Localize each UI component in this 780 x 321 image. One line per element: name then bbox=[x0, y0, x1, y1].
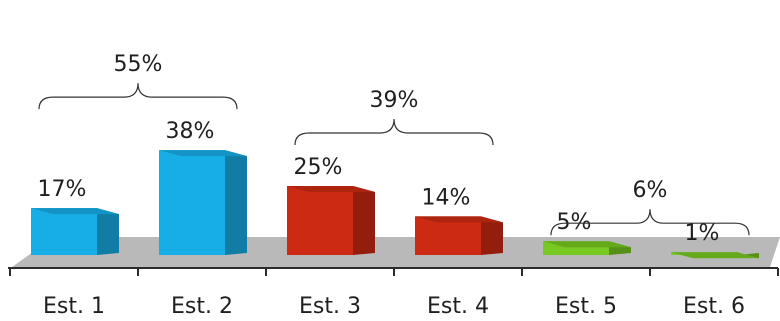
value-label: 1% bbox=[685, 221, 720, 246]
value-label: 14% bbox=[422, 185, 471, 210]
category-label: Est. 3 bbox=[299, 294, 361, 319]
bars bbox=[31, 150, 759, 259]
value-label: 38% bbox=[166, 119, 215, 144]
group-total-label: 55% bbox=[114, 52, 163, 77]
bar-top bbox=[159, 150, 247, 157]
category-label: Est. 1 bbox=[43, 294, 105, 319]
bracket-line bbox=[294, 118, 494, 146]
group-total-label: 39% bbox=[370, 88, 419, 113]
bar-front bbox=[415, 216, 481, 255]
bar-side bbox=[481, 216, 503, 255]
bar-side bbox=[225, 150, 247, 255]
bar-3 bbox=[287, 186, 375, 255]
bar-5 bbox=[543, 241, 631, 255]
category-label: Est. 5 bbox=[555, 294, 617, 319]
category-label: Est. 2 bbox=[171, 294, 233, 319]
bracket-line bbox=[38, 83, 238, 110]
category-label: Est. 4 bbox=[427, 294, 489, 319]
bar-front bbox=[159, 150, 225, 255]
bar-4 bbox=[415, 216, 503, 255]
value-label: 25% bbox=[294, 155, 343, 180]
bracket-line bbox=[550, 209, 750, 236]
bar-side bbox=[97, 208, 119, 255]
bar-top bbox=[31, 208, 119, 215]
x-axis: Est. 1 Est. 2 Est. 3 Est. 4 Est. 5 Est. 6 bbox=[8, 267, 779, 319]
value-label: 17% bbox=[38, 177, 87, 202]
group-bracket-3: 6% bbox=[550, 178, 750, 236]
category-label: Est. 6 bbox=[683, 294, 745, 319]
bar-front bbox=[287, 186, 353, 255]
bar-6 bbox=[671, 252, 759, 259]
bar-top bbox=[415, 216, 503, 223]
group-bracket-2: 39% bbox=[294, 88, 494, 146]
bar-top bbox=[543, 241, 631, 248]
bar-1 bbox=[31, 208, 119, 255]
floor-plane bbox=[12, 237, 780, 267]
bar-side bbox=[353, 186, 375, 255]
bar-2 bbox=[159, 150, 247, 255]
value-labels: 17%38%25%14%5% 1% bbox=[38, 119, 720, 246]
bar-top bbox=[671, 252, 759, 259]
group-bracket-1: 55% bbox=[38, 52, 238, 110]
bar-front bbox=[31, 208, 97, 255]
group-brackets: 55% 39% 6% bbox=[38, 52, 750, 236]
chart-floor bbox=[12, 237, 780, 267]
group-total-label: 6% bbox=[633, 178, 668, 203]
bar-top bbox=[287, 186, 375, 192]
